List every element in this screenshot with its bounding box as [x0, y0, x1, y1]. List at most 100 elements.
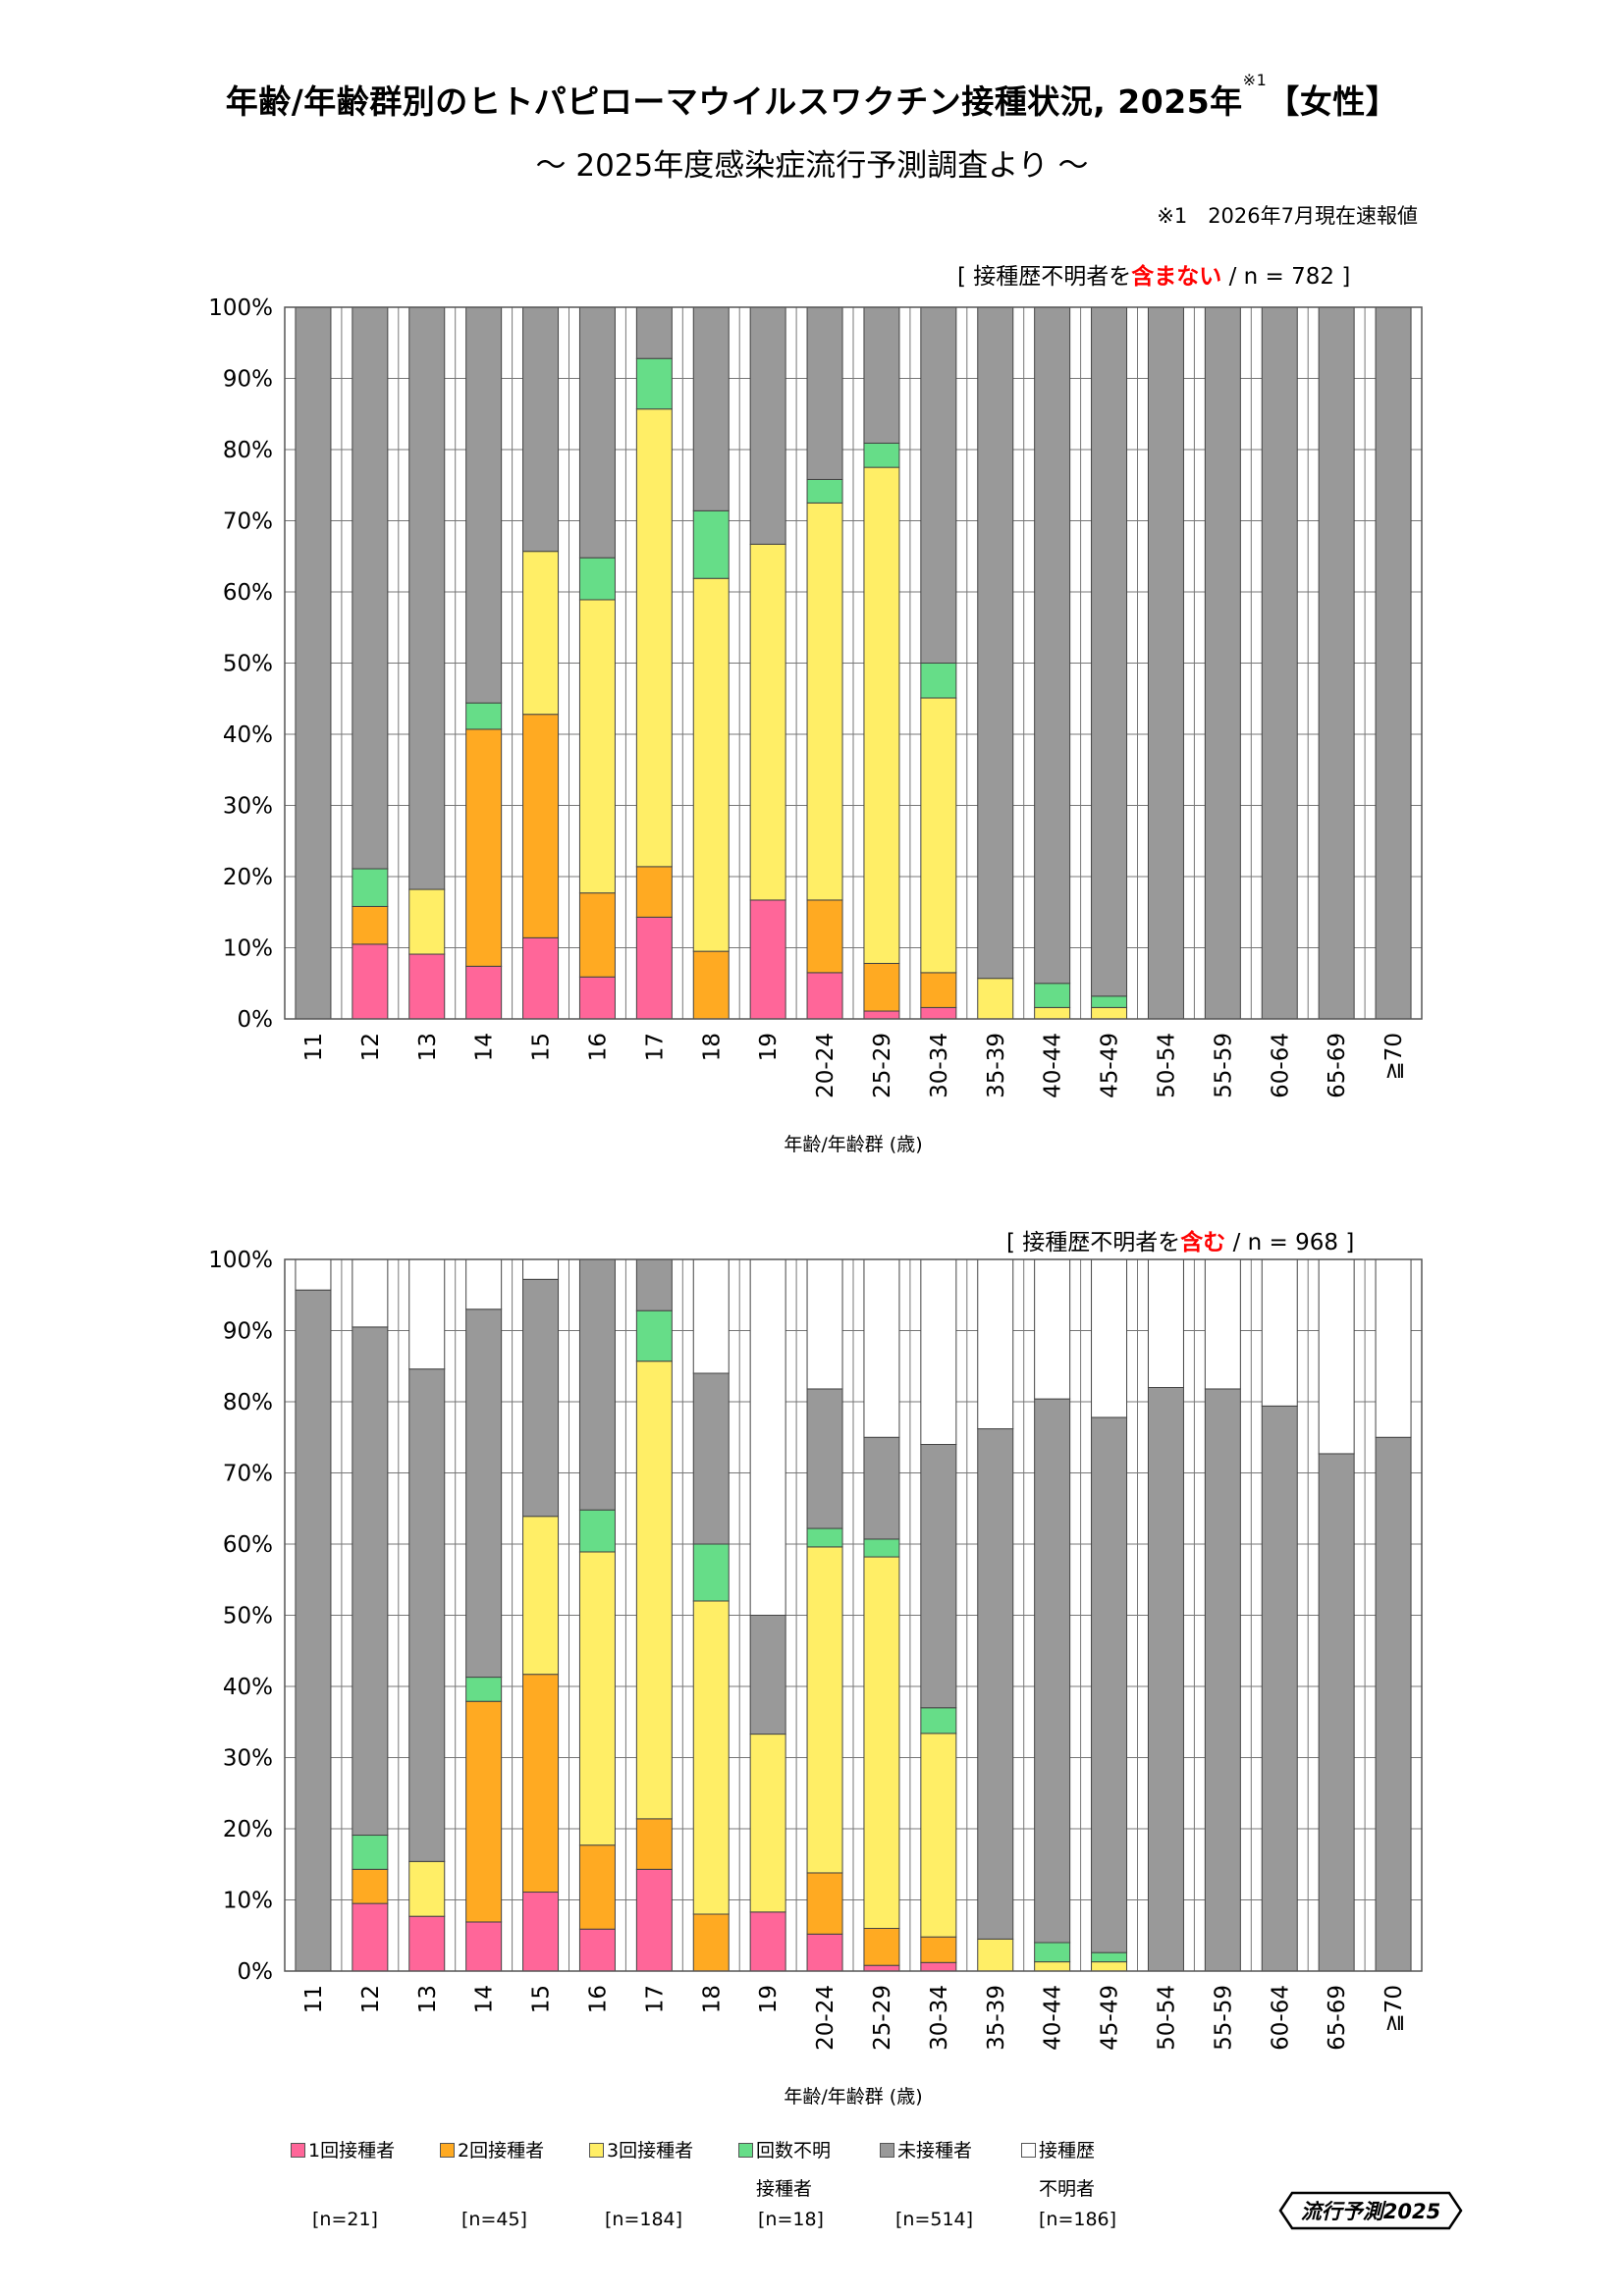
- y-tick-label: 30%: [223, 794, 273, 820]
- bar-segment-14-3: [1091, 1951, 1128, 1963]
- x-tick-label: 17: [642, 1985, 668, 2013]
- bar-segment-7-1: [692, 1913, 730, 1972]
- x-tick-label: 19: [756, 1985, 782, 2013]
- bar-segment-5-4: [578, 306, 616, 559]
- legend-n-3dose: [n=184]: [605, 2209, 683, 2230]
- y-tick-label: 50%: [223, 1604, 273, 1629]
- bar-segment-6-0: [635, 1868, 673, 1972]
- x-tick-label: 11: [301, 1985, 327, 2013]
- bar-segment-2-4: [408, 1368, 446, 1862]
- title-footnote-mark: ※1: [1242, 71, 1268, 89]
- bar-segment-16-4: [1204, 306, 1241, 1020]
- bar-segment-5-1: [578, 892, 616, 978]
- bar-segment-1-4: [352, 1326, 389, 1837]
- x-tick-label: 40-44: [1041, 1033, 1066, 1098]
- bar-segment-12-4: [977, 1428, 1014, 1940]
- bar-segment-6-0: [635, 916, 673, 1020]
- bar-segment-7-2: [692, 1600, 730, 1915]
- bar-segment-17-5: [1261, 1258, 1298, 1407]
- bar-segment-5-4: [578, 1258, 616, 1511]
- x-tick-label: 12: [358, 1033, 384, 1061]
- y-tick-label: 0%: [238, 1959, 274, 1985]
- page-title: 年齢/年齢群別のヒトパピローマウイルスワクチン接種状況, 2025年※1【女性】: [225, 71, 1399, 121]
- bar-segment-5-0: [578, 976, 616, 1020]
- bar-segment-13-3: [1034, 1942, 1071, 1963]
- y-tick-label: 80%: [223, 438, 273, 463]
- bar-segment-3-1: [465, 728, 503, 967]
- y-tick-label: 20%: [223, 865, 273, 890]
- bar-segment-14-4: [1091, 306, 1128, 997]
- x-tick-label: 14: [472, 1985, 498, 2013]
- bar-segment-11-3: [920, 1707, 957, 1735]
- bar-segment-7-4: [692, 1372, 730, 1545]
- legend-item-unvaccinated: 未接種者: [880, 2136, 972, 2163]
- legend-swatch: [880, 2143, 894, 2158]
- bar-segment-11-1: [920, 972, 957, 1008]
- y-tick-label: 60%: [223, 580, 273, 606]
- bar-segment-18-4: [1318, 306, 1355, 1020]
- y-tick-label: 70%: [223, 1462, 273, 1487]
- legend-item-unknown-dose: 回数不明 接種者: [738, 2136, 831, 2201]
- x-tick-label: ≧70: [1381, 1985, 1407, 2033]
- bar-segment-6-4: [635, 1258, 673, 1311]
- y-tick-label: 90%: [223, 367, 273, 393]
- bar-segment-0-4: [295, 306, 332, 1020]
- x-tick-label: 20-24: [813, 1985, 839, 2051]
- y-tick-label: 50%: [223, 652, 273, 677]
- bar-segment-15-4: [1147, 306, 1184, 1020]
- bar-segment-3-0: [465, 1921, 503, 1972]
- y-tick-label: 80%: [223, 1390, 273, 1415]
- bar-segment-9-5: [806, 1258, 843, 1390]
- bar-segment-19-4: [1375, 306, 1412, 1020]
- x-tick-label: 65-69: [1325, 1985, 1350, 2051]
- y-tick-label: 10%: [223, 936, 273, 962]
- bar-segment-6-2: [635, 1361, 673, 1820]
- y-tick-label: 0%: [238, 1007, 274, 1033]
- bar-segment-9-1: [806, 899, 843, 974]
- bar-segment-9-2: [806, 1546, 843, 1874]
- bar-segment-4-0: [522, 1892, 560, 1972]
- bar-segment-9-4: [806, 1388, 843, 1529]
- bar-segment-10-2: [863, 466, 900, 964]
- x-tick-label: 14: [472, 1033, 498, 1061]
- legend-swatch: [291, 2143, 305, 2158]
- bar-segment-8-2: [749, 1734, 786, 1913]
- bar-segment-8-2: [749, 543, 786, 901]
- bar-segment-14-2: [1091, 1006, 1128, 1020]
- bar-segment-18-5: [1318, 1258, 1355, 1455]
- x-tick-label: 60-64: [1268, 1033, 1293, 1098]
- bar-segment-19-4: [1375, 1436, 1412, 1972]
- legend-item-2dose: 2回接種者: [440, 2136, 544, 2163]
- bar-segment-9-0: [806, 1933, 843, 1972]
- bar-segment-9-2: [806, 502, 843, 901]
- x-tick-label: 30-34: [927, 1033, 952, 1098]
- bar-segment-10-2: [863, 1556, 900, 1929]
- bar-segment-4-2: [522, 1516, 560, 1676]
- bar-segment-14-3: [1091, 995, 1128, 1008]
- x-tick-label: 35-39: [984, 1033, 1009, 1098]
- y-tick-label: 10%: [223, 1889, 273, 1914]
- y-tick-label: 20%: [223, 1817, 273, 1842]
- y-tick-label: 40%: [223, 722, 273, 748]
- legend-swatch: [1021, 2143, 1036, 2158]
- bar-segment-3-1: [465, 1700, 503, 1923]
- chart2-n-tag: [ 接種歴不明者を含む / n = 968 ]: [1006, 1230, 1355, 1255]
- bar-segment-13-2: [1034, 1961, 1071, 1972]
- bar-segment-13-3: [1034, 983, 1071, 1008]
- bar-segment-14-4: [1091, 1416, 1128, 1953]
- bar-segment-10-4: [863, 1436, 900, 1540]
- y-tick-label: 90%: [223, 1319, 273, 1345]
- bar-segment-6-3: [635, 357, 673, 410]
- legend-item-1dose: 1回接種者: [291, 2136, 395, 2163]
- bar-segment-6-1: [635, 866, 673, 918]
- bar-segment-10-0: [863, 1964, 900, 1972]
- footnote: ※1 2026年7月現在速報値: [1157, 204, 1418, 228]
- bar-segment-7-1: [692, 950, 730, 1020]
- bar-segment-6-1: [635, 1818, 673, 1870]
- bar-segment-1-4: [352, 306, 389, 870]
- bar-segment-11-5: [920, 1258, 957, 1445]
- bar-segment-3-3: [465, 1677, 503, 1702]
- bar-segment-7-5: [692, 1258, 730, 1374]
- legend-item-3dose: 3回接種者: [589, 2136, 693, 2163]
- legend-swatch: [589, 2143, 604, 2158]
